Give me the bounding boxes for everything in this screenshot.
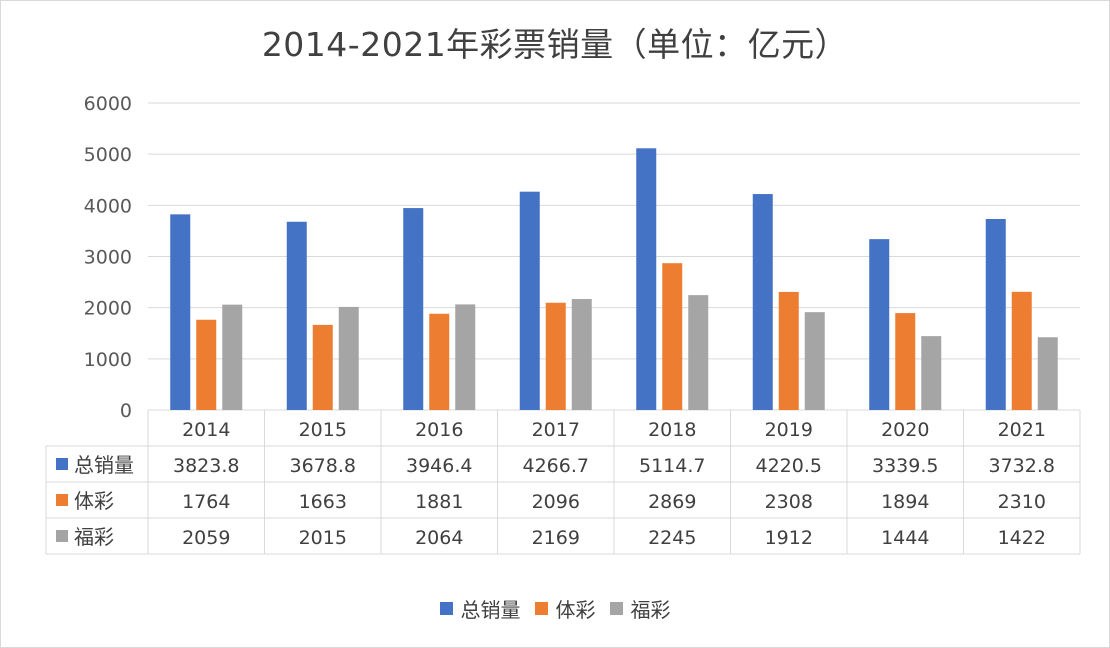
data-table-value: 4220.5 [756, 455, 822, 477]
bar [636, 148, 657, 410]
y-tick-label: 2000 [84, 298, 132, 320]
bar [545, 302, 566, 410]
data-table-value: 1912 [765, 527, 813, 549]
y-tick-label: 5000 [84, 144, 132, 166]
y-tick-label: 1000 [84, 349, 132, 371]
bar [895, 313, 916, 410]
data-table-value: 2169 [532, 527, 580, 549]
legend-swatch [439, 602, 453, 615]
legend-item: 总销量 [439, 594, 521, 623]
data-table-value: 2869 [648, 491, 696, 513]
bar [985, 219, 1006, 410]
data-table-value: 1894 [881, 491, 929, 513]
x-category-label: 2019 [765, 419, 813, 441]
data-table-value: 1881 [415, 491, 463, 513]
bar [778, 291, 799, 410]
bar [429, 313, 450, 410]
data-table-value: 1422 [998, 527, 1046, 549]
legend-label: 总销量 [460, 598, 521, 622]
bar [1011, 291, 1032, 410]
data-table-value: 5114.7 [639, 455, 705, 477]
legend-label: 福彩 [630, 598, 671, 622]
y-tick-label: 3000 [84, 247, 132, 269]
chart-legend: 总销量 体彩 福彩 [0, 594, 1110, 623]
legend-swatch [534, 602, 548, 615]
y-tick-label: 4000 [84, 195, 132, 217]
y-tick-label: 0 [120, 400, 132, 422]
data-table-value: 3823.8 [173, 455, 239, 477]
y-tick-label: 6000 [84, 93, 132, 115]
table-series-name: 总销量 [74, 453, 134, 477]
bar [196, 319, 217, 410]
x-category-label: 2018 [648, 419, 696, 441]
data-table-value: 1663 [299, 491, 347, 513]
bar [519, 191, 540, 410]
bar [312, 324, 333, 410]
table-swatch [56, 458, 68, 470]
data-table-value: 3339.5 [872, 455, 938, 477]
table-series-name: 福彩 [74, 525, 114, 549]
data-table-value: 2245 [648, 527, 696, 549]
x-category-label: 2020 [881, 419, 929, 441]
data-table-value: 4266.7 [523, 455, 589, 477]
bar [571, 299, 592, 410]
chart-title: 2014-2021年彩票销量（单位：亿元） [261, 25, 849, 64]
bar [662, 263, 683, 410]
data-table-value: 2308 [765, 491, 813, 513]
bar [338, 306, 359, 410]
bar [804, 312, 825, 410]
data-table-value: 1444 [881, 527, 929, 549]
legend-item: 福彩 [609, 594, 671, 623]
legend-label: 体彩 [555, 598, 596, 622]
x-category-label: 2014 [182, 419, 230, 441]
bar [286, 221, 307, 410]
data-table-value: 2096 [532, 491, 580, 513]
bar [403, 208, 424, 410]
legend-swatch [609, 602, 623, 615]
x-category-label: 2016 [415, 419, 463, 441]
bar [752, 194, 773, 410]
data-table-value: 3732.8 [989, 455, 1055, 477]
legend-item: 体彩 [534, 594, 596, 623]
bar [170, 214, 191, 410]
x-category-label: 2015 [299, 419, 347, 441]
bar [1037, 337, 1058, 410]
data-table-value: 3946.4 [406, 455, 472, 477]
bar [688, 295, 709, 410]
x-category-label: 2021 [998, 419, 1046, 441]
x-category-label: 2017 [532, 419, 580, 441]
data-table-value: 2064 [415, 527, 463, 549]
bar [455, 304, 476, 410]
bar [222, 304, 243, 410]
data-table-value: 2310 [998, 491, 1046, 513]
data-table-value: 2015 [299, 527, 347, 549]
table-series-name: 体彩 [74, 489, 114, 513]
data-table-value: 3678.8 [290, 455, 356, 477]
bar [921, 336, 942, 410]
bar [869, 239, 890, 410]
data-table-value: 2059 [182, 527, 230, 549]
table-swatch [56, 494, 68, 506]
table-swatch [56, 530, 68, 542]
data-table-value: 1764 [182, 491, 230, 513]
